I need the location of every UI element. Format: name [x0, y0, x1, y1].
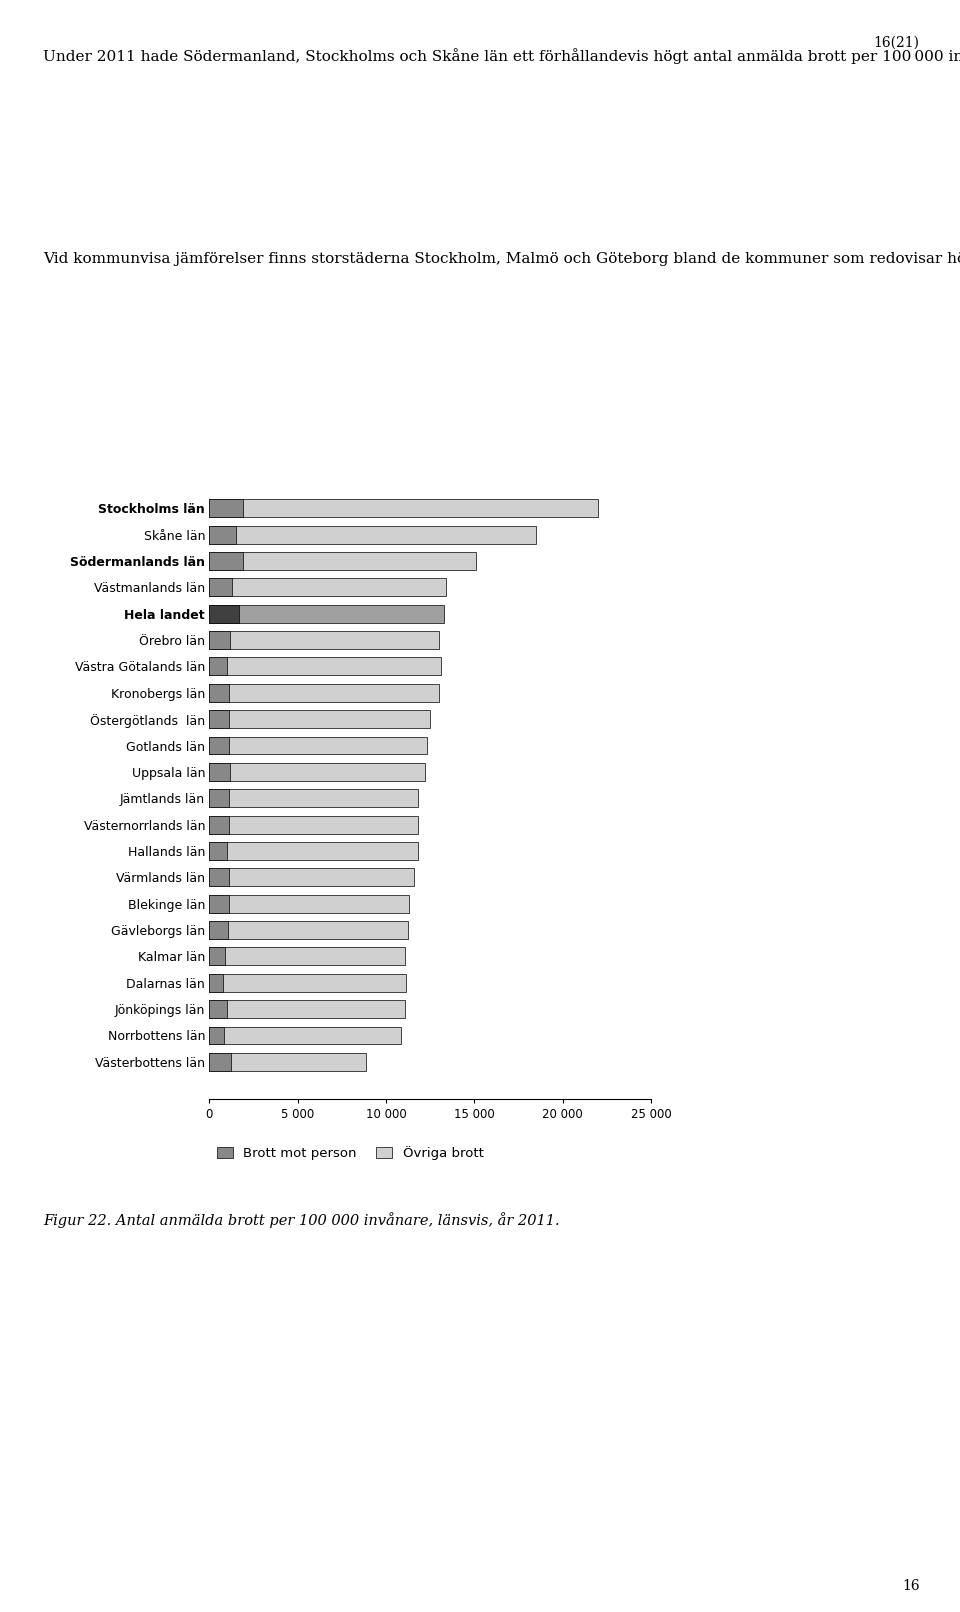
Bar: [209, 790, 418, 808]
Bar: [209, 762, 230, 780]
Bar: [209, 1053, 366, 1070]
Text: Vid kommunvisa jämförelser finns storstäderna Stockholm, Malmö och Göteborg blan: Vid kommunvisa jämförelser finns storstä…: [43, 250, 960, 266]
Bar: [209, 683, 228, 701]
Bar: [209, 816, 418, 833]
Legend: Brott mot person, Övriga brott: Brott mot person, Övriga brott: [211, 1141, 489, 1165]
Bar: [209, 658, 441, 675]
Text: 16(21): 16(21): [874, 35, 920, 50]
Bar: [209, 500, 243, 517]
Bar: [209, 551, 243, 571]
Bar: [209, 579, 232, 596]
Bar: [209, 683, 439, 701]
Text: Under 2011 hade Södermanland, Stockholms och Skåne län ett förhållandevis högt a: Under 2011 hade Södermanland, Stockholms…: [43, 48, 960, 64]
Bar: [209, 630, 230, 650]
Bar: [209, 551, 476, 571]
Bar: [209, 920, 408, 940]
Text: 16: 16: [902, 1578, 920, 1593]
Bar: [209, 895, 409, 912]
Bar: [209, 711, 228, 729]
Bar: [209, 762, 424, 780]
Bar: [209, 974, 223, 991]
Text: Figur 22. Antal anmälda brott per 100 000 invånare, länsvis, år 2011.: Figur 22. Antal anmälda brott per 100 00…: [43, 1212, 560, 1228]
Bar: [209, 920, 228, 940]
Bar: [209, 737, 228, 754]
Bar: [209, 1053, 231, 1070]
Bar: [209, 999, 227, 1019]
Bar: [209, 948, 405, 966]
Bar: [209, 816, 228, 833]
Bar: [209, 604, 444, 622]
Bar: [209, 658, 227, 675]
Bar: [209, 630, 439, 650]
Bar: [209, 948, 226, 966]
Bar: [209, 841, 227, 859]
Bar: [209, 1027, 225, 1045]
Bar: [209, 974, 406, 991]
Bar: [209, 500, 598, 517]
Bar: [209, 869, 414, 887]
Bar: [209, 869, 228, 887]
Bar: [209, 895, 228, 912]
Bar: [209, 999, 405, 1019]
Bar: [209, 711, 430, 729]
Bar: [209, 526, 236, 543]
Bar: [209, 579, 446, 596]
Bar: [209, 841, 418, 859]
Bar: [209, 790, 228, 808]
Bar: [209, 1027, 401, 1045]
Bar: [209, 526, 536, 543]
Bar: [209, 604, 239, 622]
Bar: [209, 737, 426, 754]
